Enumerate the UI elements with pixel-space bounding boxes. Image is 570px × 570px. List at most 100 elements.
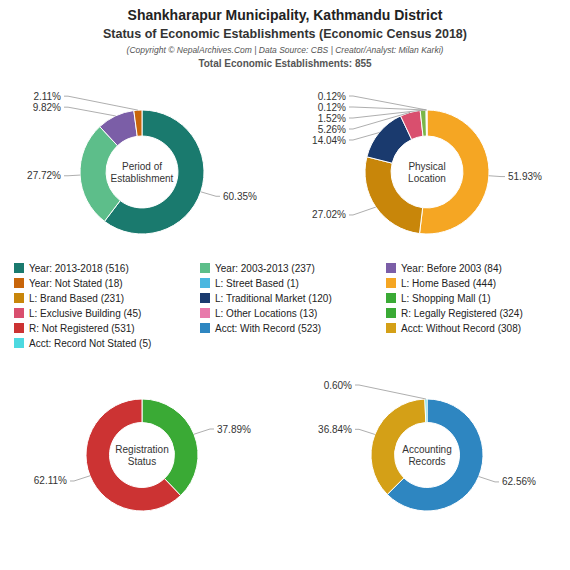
data-label: 0.12% (318, 91, 346, 102)
leader-line (355, 429, 375, 434)
slice (426, 110, 428, 136)
value-labels: 62.56% 36.84% 0.60% (318, 380, 536, 488)
leader-line (355, 385, 426, 399)
value-labels: 51.93%27.02%14.04%5.26%1.52%0.12%0.12% (312, 91, 542, 221)
legend-swatch (200, 263, 210, 273)
pie-title-line: Period of (122, 161, 162, 172)
slices (365, 110, 489, 234)
legend-item: L: Brand Based (231) (14, 293, 124, 304)
legend-swatch (386, 293, 396, 303)
legend-swatch (386, 263, 396, 273)
legend-label: Acct: Without Record (308) (401, 323, 521, 334)
legend-label: L: Shopping Mall (1) (401, 293, 491, 304)
legend-swatch (200, 293, 210, 303)
legend-swatch (14, 323, 24, 333)
subtitle: Status of Economic Establishments (Econo… (103, 27, 467, 41)
value-labels: 60.35%27.72%9.82%2.11% (27, 91, 257, 202)
data-label: 5.26% (318, 124, 346, 135)
legend-label: R: Legally Registered (324) (401, 308, 523, 319)
legend-label: L: Home Based (444) (401, 278, 496, 289)
legend-item: Acct: Record Not Stated (5) (14, 338, 151, 349)
legend-item: L: Traditional Market (120) (200, 293, 332, 304)
leader-line (349, 96, 427, 110)
data-label: 9.82% (33, 102, 61, 113)
data-label: 2.11% (33, 91, 61, 102)
leader-line (349, 207, 376, 215)
leader-line (201, 192, 220, 196)
leader-line (479, 477, 499, 482)
legend-swatch (14, 263, 24, 273)
legend-item: Year: Before 2003 (84) (386, 263, 502, 274)
legend-label: L: Other Locations (13) (215, 308, 317, 319)
donut: Period ofEstablishment60.35%27.72%9.82%2… (27, 91, 257, 234)
data-label: 14.04% (312, 135, 346, 146)
value-labels: 37.89%62.11% (34, 424, 251, 487)
slices (371, 399, 483, 511)
data-label: 51.93% (508, 171, 542, 182)
legend-label: Year: Not Stated (18) (29, 278, 123, 289)
data-label: 62.11% (34, 475, 67, 486)
donut: PhysicalLocation51.93%27.02%14.04%5.26%1… (312, 91, 542, 234)
pie-title: Period ofEstablishment (111, 161, 174, 184)
pie-title-line: Accounting (402, 444, 451, 455)
annotation: Total Economic Establishments: 855 (198, 58, 372, 69)
legend-label: Year: 2003-2013 (237) (215, 263, 315, 274)
legend-label: Acct: Record Not Stated (5) (29, 338, 151, 349)
leader-line (489, 175, 505, 177)
pie-title-line: Establishment (111, 173, 174, 184)
leader-line (64, 96, 138, 110)
legend-item: Acct: Without Record (308) (386, 323, 521, 334)
legend-item: Year: Not Stated (18) (14, 278, 123, 289)
legend-swatch (200, 323, 210, 333)
legend: Year: 2013-2018 (516)Year: 2003-2013 (23… (14, 263, 523, 349)
legend-swatch (200, 278, 210, 288)
slice (134, 110, 142, 136)
legend-item: L: Other Locations (13) (200, 308, 317, 319)
donut: AccountingRecords 62.56% 36.84% 0.60% (318, 380, 536, 511)
legend-swatch (14, 308, 24, 318)
legend-swatch (14, 278, 24, 288)
legend-swatch (14, 338, 24, 348)
data-label: 27.72% (27, 170, 61, 181)
leader-line (349, 133, 379, 140)
legend-label: L: Traditional Market (120) (215, 293, 332, 304)
pie-title: PhysicalLocation (408, 161, 446, 184)
leader-line (64, 107, 116, 116)
legend-item: L: Exclusive Building (45) (14, 308, 141, 319)
data-label: 62.56% (502, 476, 536, 487)
legend-item: Year: 2003-2013 (237) (200, 263, 315, 274)
data-label: 0.60% (324, 380, 352, 391)
legend-label: Year: Before 2003 (84) (401, 263, 502, 274)
slice (100, 111, 137, 146)
slices (80, 110, 204, 234)
pie-title-line: Registration (115, 444, 168, 455)
pie-title-line: Status (128, 456, 156, 467)
chart: Shankharapur Municipality, Kathmandu Dis… (0, 0, 570, 570)
legend-swatch (200, 308, 210, 318)
legend-swatch (386, 308, 396, 318)
leader-line (194, 429, 214, 434)
legend-label: L: Brand Based (231) (29, 293, 124, 304)
data-label: 0.12% (318, 102, 346, 113)
data-label: 36.84% (318, 424, 352, 435)
leader-line (70, 476, 90, 481)
slice (425, 399, 427, 423)
legend-item: L: Shopping Mall (1) (386, 293, 491, 304)
slice (401, 110, 423, 139)
leader-line (64, 175, 80, 177)
legend-item: L: Street Based (1) (200, 278, 299, 289)
legend-swatch (14, 293, 24, 303)
legend-label: L: Exclusive Building (45) (29, 308, 141, 319)
slices (86, 399, 198, 511)
pie-title-line: Records (408, 456, 445, 467)
legend-item: Acct: With Record (523) (200, 323, 321, 334)
data-label: 1.52% (318, 113, 346, 124)
annotation: (Copyright © NepalArchives.Com | Data So… (127, 45, 444, 55)
pie-title: RegistrationStatus (115, 444, 168, 467)
legend-label: R: Not Registered (531) (29, 323, 135, 334)
pie-title-line: Physical (408, 161, 445, 172)
slice (426, 110, 427, 136)
pie-title: AccountingRecords (402, 444, 451, 467)
donut: RegistrationStatus37.89%62.11% (34, 399, 251, 511)
title: Shankharapur Municipality, Kathmandu Dis… (128, 7, 443, 23)
